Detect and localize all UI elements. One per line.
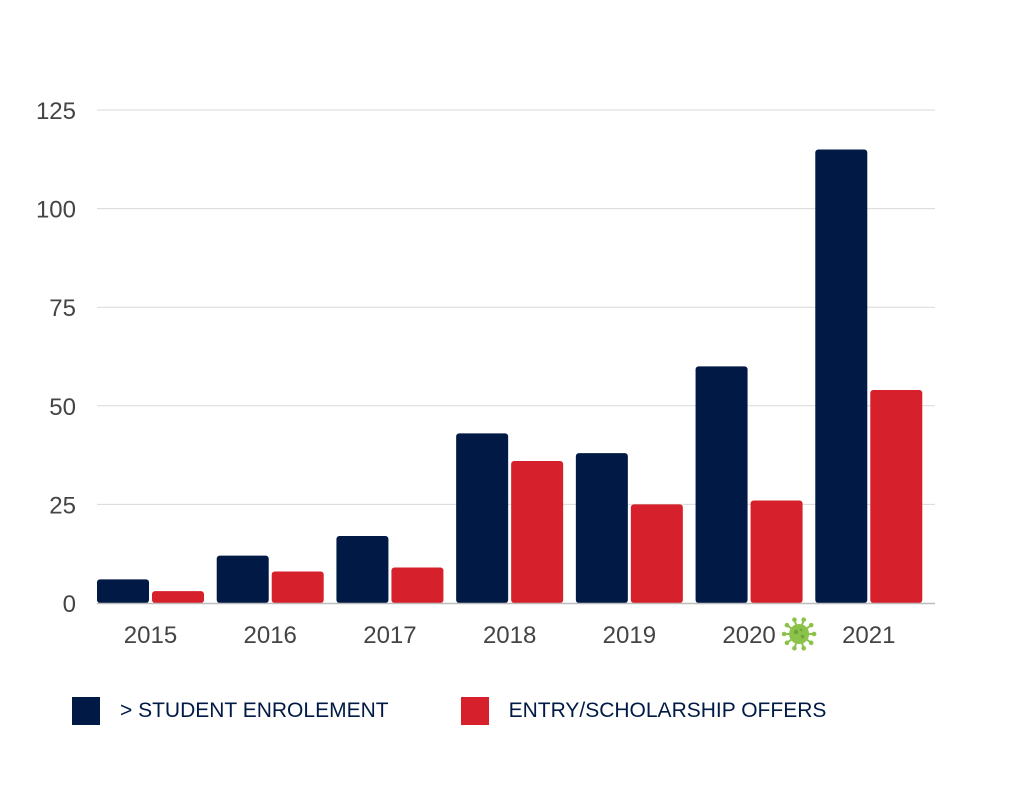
bar-entry-scholarship-offers-2021 bbox=[870, 390, 923, 603]
legend-item-entry-scholarship-offers: ENTRY/SCHOLARSHIP OFFERS bbox=[460, 697, 827, 725]
y-tick-label: 0 bbox=[63, 591, 76, 618]
y-tick-label: 125 bbox=[36, 98, 76, 125]
y-tick-label: 75 bbox=[49, 295, 76, 322]
bar-student-enrolement-2016 bbox=[216, 555, 269, 603]
legend-label-student-enrolement: > STUDENT ENROLEMENT bbox=[120, 699, 389, 722]
x-tick-label: 2019 bbox=[603, 622, 656, 649]
x-tick-label: 2016 bbox=[244, 622, 297, 649]
x-tick-label: 2021 bbox=[842, 622, 895, 649]
y-tick-label: 25 bbox=[49, 492, 76, 519]
bar-entry-scholarship-offers-2017 bbox=[391, 567, 444, 603]
bar-student-enrolement-2020 bbox=[695, 366, 748, 603]
x-tick-label: 2015 bbox=[124, 622, 177, 649]
y-tick-label: 50 bbox=[49, 394, 76, 421]
bar-student-enrolement-2019 bbox=[575, 453, 628, 603]
bar-entry-scholarship-offers-2016 bbox=[271, 571, 324, 603]
bar-entry-scholarship-offers-2020 bbox=[750, 500, 803, 603]
virus-icon bbox=[781, 617, 817, 651]
bar-student-enrolement-2018 bbox=[456, 433, 509, 603]
bar-entry-scholarship-offers-2018 bbox=[511, 461, 564, 603]
legend-item-student-enrolement: > STUDENT ENROLEMENT bbox=[72, 697, 389, 725]
annotations bbox=[781, 617, 817, 651]
bar-student-enrolement-2015 bbox=[97, 579, 149, 603]
legend-swatch-student-enrolement bbox=[72, 697, 100, 725]
bar-entry-scholarship-offers-2015 bbox=[152, 591, 204, 603]
legend-label-entry-scholarship-offers: ENTRY/SCHOLARSHIP OFFERS bbox=[508, 699, 827, 722]
legend-swatch-entry-scholarship-offers bbox=[460, 697, 489, 725]
bars bbox=[97, 149, 923, 603]
bar-student-enrolement-2021 bbox=[815, 149, 868, 603]
bar-student-enrolement-2017 bbox=[336, 535, 389, 603]
gridlines bbox=[97, 109, 935, 505]
y-tick-label: 100 bbox=[36, 197, 76, 224]
x-tick-label: 2018 bbox=[483, 622, 536, 649]
x-axis: 2015 2016 2017 2018 2019 2020 2021 bbox=[124, 622, 896, 649]
x-tick-label: 2017 bbox=[363, 622, 416, 649]
y-axis: 0 25 50 75 100 125 bbox=[36, 98, 76, 618]
x-tick-label: 2020 bbox=[722, 622, 775, 649]
legend: > STUDENT ENROLEMENT ENTRY/SCHOLARSHIP O… bbox=[72, 694, 898, 728]
bar-entry-scholarship-offers-2019 bbox=[630, 504, 683, 603]
